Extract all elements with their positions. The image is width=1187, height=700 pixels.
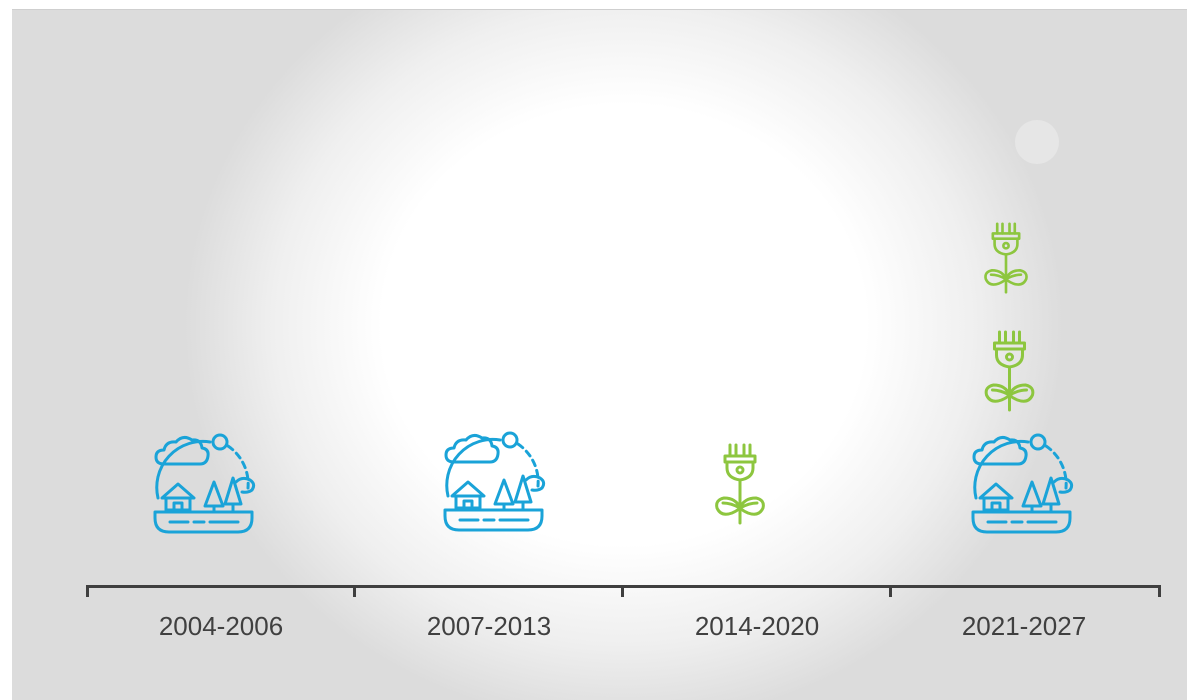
top-border [12,9,1187,10]
axis-tick [621,585,624,597]
axis-tick [889,585,892,597]
plug-plant-icon [982,330,1037,412]
period-label-2007-2013: 2007-2013 [426,611,552,641]
axis-tick [1158,585,1161,597]
plug-plant-icon [982,222,1030,294]
landscape-icon [150,432,256,534]
axis-tick [86,585,89,597]
period-label-2014-2020: 2014-2020 [694,611,820,641]
period-label-2021-2027: 2021-2027 [961,611,1087,641]
period-label-2004-2006: 2004-2006 [158,611,284,641]
decorative-circle [1015,120,1059,164]
axis-tick [353,585,356,597]
landscape-icon [440,430,546,532]
landscape-icon [968,432,1074,534]
plug-plant-icon [715,443,765,525]
